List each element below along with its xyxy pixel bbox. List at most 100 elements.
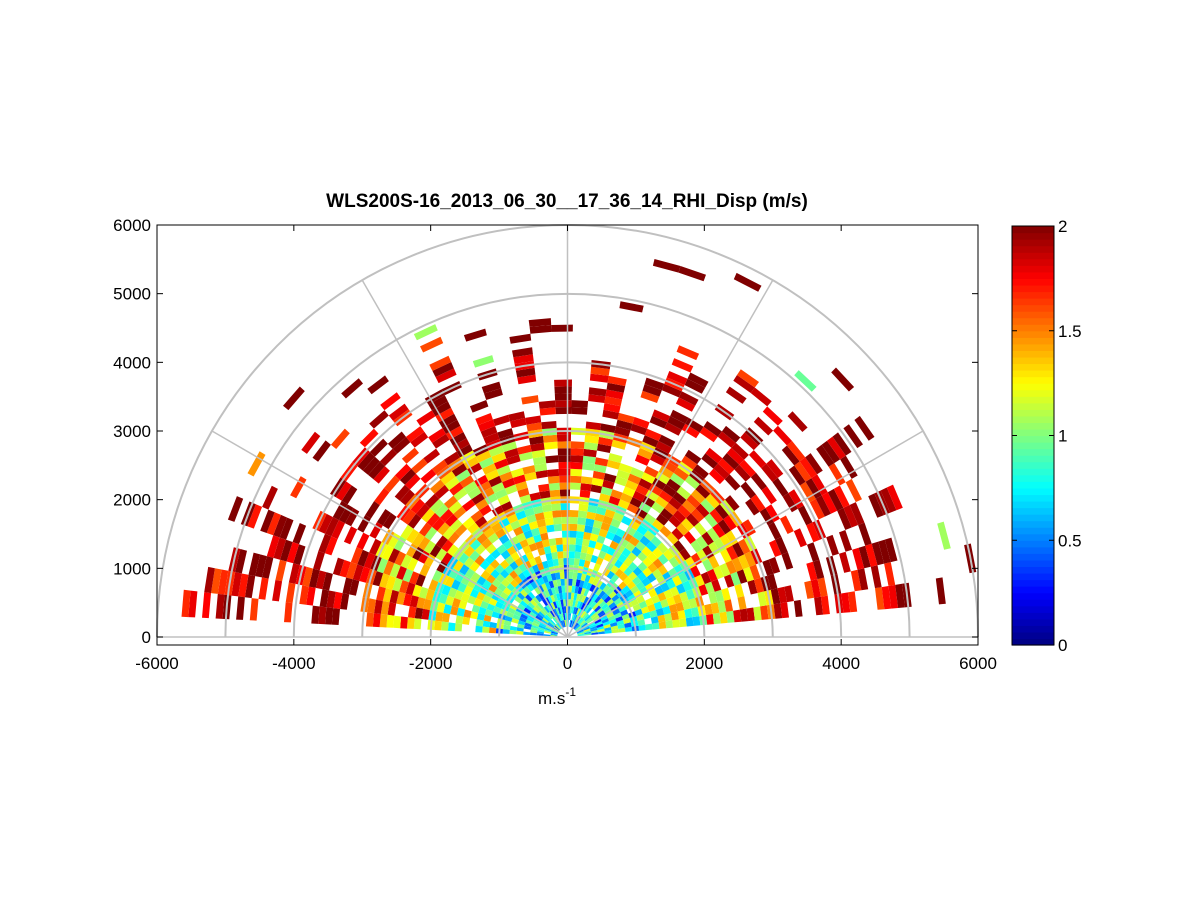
data-cell xyxy=(429,544,442,558)
data-cell xyxy=(595,588,603,596)
data-cell xyxy=(431,517,445,532)
data-cell xyxy=(592,470,606,480)
data-cell xyxy=(672,593,682,604)
x-tick-label: 4000 xyxy=(822,654,860,673)
data-cell xyxy=(712,612,721,625)
data-cell xyxy=(568,592,572,600)
colorbar-segment xyxy=(1012,415,1054,424)
data-cell xyxy=(331,520,345,540)
data-cell xyxy=(459,475,475,488)
data-cell xyxy=(679,591,689,602)
data-cell xyxy=(627,594,637,602)
data-cell xyxy=(618,581,627,590)
data-cell xyxy=(499,559,510,570)
data-cell xyxy=(604,396,623,407)
data-cell xyxy=(657,592,667,602)
data-cell xyxy=(486,574,496,584)
data-cell xyxy=(525,619,533,625)
data-cell xyxy=(571,407,588,415)
data-cell xyxy=(520,613,528,620)
data-cell xyxy=(369,522,383,539)
data-cell xyxy=(525,604,533,612)
data-cell xyxy=(568,551,575,559)
data-cell xyxy=(753,416,774,436)
x-axis-label-superscript: -1 xyxy=(565,685,576,699)
data-cell xyxy=(570,475,582,484)
data-cell xyxy=(560,503,570,511)
colorbar-segment xyxy=(1012,239,1054,247)
data-cell xyxy=(536,519,546,528)
data-cell xyxy=(445,425,464,440)
data-cell xyxy=(705,447,723,464)
data-cell xyxy=(362,456,380,475)
data-cell xyxy=(346,562,358,580)
data-cell xyxy=(524,622,532,628)
data-cell xyxy=(799,457,818,479)
data-cell xyxy=(724,474,741,491)
data-cell xyxy=(451,579,461,590)
data-cell xyxy=(540,532,549,541)
colorbar-segment xyxy=(1012,343,1054,351)
data-cell xyxy=(649,453,666,466)
data-cell xyxy=(474,555,485,566)
data-cell xyxy=(618,463,633,474)
data-cell xyxy=(409,595,419,608)
data-cell xyxy=(369,410,389,429)
data-cell xyxy=(504,448,519,459)
data-cell xyxy=(672,491,687,505)
data-cell xyxy=(261,556,274,579)
data-cell xyxy=(532,597,540,605)
data-cell xyxy=(506,611,514,618)
data-cell xyxy=(518,516,529,527)
data-cell xyxy=(664,613,673,622)
data-cell xyxy=(484,554,496,565)
data-cell xyxy=(389,563,401,578)
data-cell xyxy=(627,552,638,562)
data-cell xyxy=(644,465,659,478)
data-cell xyxy=(523,631,531,635)
data-cell xyxy=(284,602,293,623)
data-cell xyxy=(381,545,394,561)
data-cell xyxy=(650,616,659,624)
data-cell xyxy=(645,489,659,502)
data-cell xyxy=(583,626,590,631)
data-cell xyxy=(726,545,738,561)
data-cell xyxy=(678,266,706,282)
data-cell xyxy=(857,568,869,591)
data-cell xyxy=(538,483,550,493)
data-cell xyxy=(506,583,515,592)
data-cell xyxy=(849,502,865,525)
data-cell xyxy=(449,432,467,446)
data-cell xyxy=(476,591,486,601)
data-cell xyxy=(768,557,781,574)
data-cell xyxy=(881,586,892,610)
data-cell xyxy=(610,625,619,630)
data-cell xyxy=(590,601,597,609)
data-cell xyxy=(659,525,672,538)
data-cell xyxy=(502,629,510,634)
data-cell xyxy=(531,449,546,459)
data-cell xyxy=(522,569,531,578)
data-cell xyxy=(624,589,634,598)
data-cell xyxy=(341,485,358,505)
data-cell xyxy=(410,498,425,514)
data-cell xyxy=(655,471,670,485)
data-cell xyxy=(406,617,415,629)
data-cell xyxy=(570,592,575,600)
data-cell xyxy=(582,455,596,465)
data-cell xyxy=(839,551,851,573)
colorbar-segment xyxy=(1012,638,1054,646)
data-cell xyxy=(519,494,532,504)
data-cell xyxy=(480,426,498,438)
data-cell xyxy=(447,544,459,557)
data-cell xyxy=(581,538,590,547)
data-cell xyxy=(525,594,533,602)
data-cell xyxy=(598,550,607,560)
data-cell xyxy=(561,530,570,538)
data-cell xyxy=(436,602,446,613)
colorbar-segment xyxy=(1012,271,1054,279)
data-cell xyxy=(523,607,532,614)
data-cell xyxy=(502,523,514,534)
data-cell xyxy=(526,422,543,432)
colorbar-segment xyxy=(1012,337,1054,345)
